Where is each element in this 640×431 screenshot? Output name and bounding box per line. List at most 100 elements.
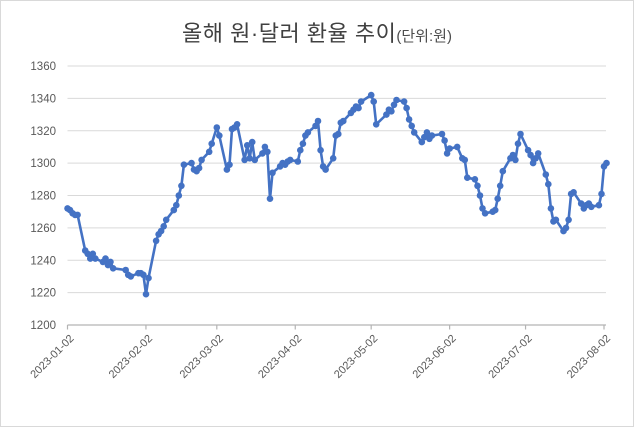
data-point-marker (479, 205, 486, 212)
data-point-marker (428, 132, 436, 139)
data-point-marker (438, 130, 446, 138)
data-point-marker (178, 182, 185, 190)
rate-line (66, 93, 608, 296)
data-point-marker (552, 216, 560, 224)
data-point-marker (297, 146, 304, 154)
data-point-marker (471, 176, 479, 183)
x-axis-label: 2023-05-02 (332, 333, 380, 381)
data-point-marker (145, 274, 152, 282)
data-point-marker (481, 210, 489, 217)
data-point-marker (312, 122, 319, 130)
data-point-marker (527, 151, 534, 159)
data-point-marker (542, 171, 550, 178)
data-point-marker (499, 167, 507, 175)
data-point-marker (317, 146, 324, 154)
data-point-marker (441, 137, 448, 144)
data-point-marker (160, 223, 167, 230)
y-axis-label: 1280 (30, 191, 56, 203)
data-point-marker (162, 216, 170, 224)
data-point-marker (246, 155, 253, 162)
data-point-marker (286, 156, 294, 164)
data-point-marker (233, 121, 241, 128)
data-point-marker (261, 143, 269, 151)
data-point-marker (92, 255, 99, 262)
data-point-marker (226, 161, 233, 168)
data-point-marker (251, 156, 259, 164)
y-axis-label: 1320 (30, 126, 56, 138)
data-point-marker (534, 150, 542, 157)
x-axis-label: 2023-06-02 (410, 333, 458, 381)
data-point-marker (532, 155, 539, 162)
y-axis-label: 1200 (30, 320, 56, 332)
data-point-marker (461, 156, 469, 164)
data-point-marker (170, 206, 178, 214)
chart-title: 올해 원·달러 환율 추이(단위:원) (0, 16, 634, 48)
data-point-marker (464, 174, 471, 181)
data-point-marker (198, 156, 205, 164)
data-point-marker (107, 258, 114, 266)
data-point-marker (173, 201, 180, 209)
data-point-marker (423, 129, 431, 136)
data-point-marker (570, 189, 577, 196)
data-point-marker (598, 190, 605, 198)
data-point-marker (355, 104, 362, 112)
data-point-marker (383, 111, 390, 118)
data-point-marker (314, 117, 322, 125)
data-point-marker (405, 116, 413, 123)
x-axis-label: 2023-02-02 (107, 333, 155, 381)
y-axis-label: 1260 (30, 223, 56, 235)
data-point-marker (259, 150, 266, 157)
chart-title-text: 올해 원·달러 환율 추이 (182, 21, 397, 46)
data-point-marker (140, 271, 147, 279)
data-point-marker (216, 132, 223, 139)
data-point-marker (476, 192, 484, 199)
data-point-marker (102, 255, 109, 262)
data-point-marker (340, 117, 347, 125)
y-axis-label: 1240 (30, 255, 56, 267)
data-point-marker (205, 148, 213, 156)
data-point-marker (388, 108, 395, 115)
x-axis-label: 2023-08-02 (565, 333, 613, 381)
data-point-marker (74, 211, 81, 219)
data-point-marker (294, 158, 302, 165)
data-point-marker (188, 159, 195, 167)
data-point-marker (223, 166, 231, 173)
data-point-marker (491, 206, 499, 214)
data-point-marker (514, 140, 522, 147)
data-point-marker (474, 182, 481, 190)
data-point-marker (588, 203, 595, 211)
data-point-marker (142, 290, 150, 298)
data-point-marker (453, 143, 461, 151)
data-point-marker (357, 98, 365, 105)
data-point-marker (595, 201, 603, 209)
data-point-marker (517, 130, 524, 138)
x-axis-label: 2023-03-02 (178, 333, 226, 381)
data-point-marker (410, 129, 418, 136)
y-axis-label: 1340 (30, 93, 56, 105)
data-point-marker (269, 169, 276, 177)
data-point-marker (213, 124, 221, 131)
data-point-marker (512, 156, 519, 164)
data-point-marker (304, 129, 312, 136)
data-point-marker (322, 166, 329, 173)
data-point-marker (248, 138, 256, 146)
x-axis-label: 2023-07-02 (486, 333, 534, 381)
data-point-marker (180, 161, 188, 168)
data-point-marker (496, 182, 504, 190)
x-axis-label: 2023-04-02 (256, 333, 304, 381)
data-point-marker (408, 122, 416, 130)
data-point-marker (241, 156, 248, 164)
data-point-marker (329, 155, 337, 162)
data-point-marker (603, 159, 610, 167)
y-axis-label: 1300 (30, 158, 56, 170)
data-point-marker (446, 145, 453, 152)
data-point-marker (127, 273, 135, 280)
y-axis-label: 1220 (30, 288, 56, 300)
data-point-marker (208, 140, 215, 147)
data-point-marker (264, 148, 271, 156)
data-point-marker (266, 195, 274, 202)
data-point-marker (243, 142, 251, 149)
y-axis-label: 1360 (30, 61, 56, 73)
